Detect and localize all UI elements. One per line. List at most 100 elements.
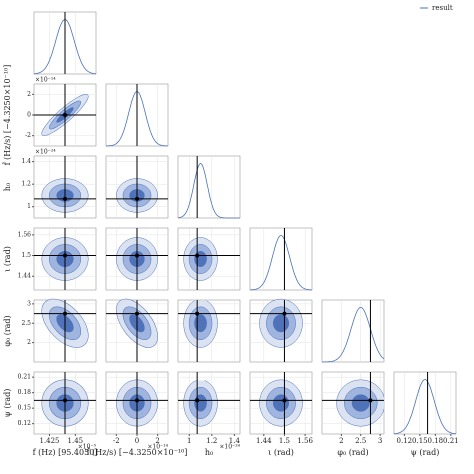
truth-point [195, 311, 200, 316]
panel [177, 299, 241, 363]
panel [33, 298, 97, 363]
x-tick-label: 0.15 [412, 437, 428, 445]
truth-point [135, 398, 139, 403]
truth-point [282, 311, 287, 316]
panel [105, 155, 169, 219]
panel [33, 11, 97, 75]
marginal-histogram [177, 163, 240, 219]
truth-point [135, 196, 139, 201]
truth-point [368, 398, 373, 403]
x-tick-label: 0 [135, 437, 139, 445]
x-tick-label: 2 [155, 437, 159, 445]
x-tick-label: -2 [113, 437, 120, 445]
panel [33, 371, 97, 435]
x-tick-label: 1.4 [229, 437, 241, 445]
y-tick-label: 2.5 [21, 320, 31, 327]
x-tick-label: 0.21 [443, 437, 459, 445]
y-tick-label: 3 [27, 300, 31, 307]
panel-frame [177, 299, 241, 363]
marginal-histogram [393, 378, 457, 435]
marginal-histogram [322, 307, 385, 363]
panel [177, 227, 241, 291]
x-tick-label: 1.44 [256, 437, 272, 445]
density-contour [351, 394, 370, 412]
x-offset: ×10⁻⁵ [78, 444, 97, 451]
y-offset: ×10⁻²⁴ [35, 149, 56, 156]
density-contour [194, 251, 207, 267]
x-tick-label: 1.2 [206, 437, 217, 445]
x-tick-label: 0.12 [397, 437, 413, 445]
truth-point [282, 398, 287, 403]
y-tick-label: 0 [27, 112, 31, 119]
panel [249, 227, 313, 291]
panel [33, 155, 97, 219]
panel [105, 83, 169, 147]
truth-point [63, 311, 67, 316]
x-tick-label: 1.45 [68, 437, 84, 445]
panel [33, 83, 97, 147]
panel-frame [321, 299, 385, 363]
y-tick-label: 0.18 [18, 389, 32, 396]
y-tick-label: 1.5 [21, 252, 31, 259]
truth-point [195, 398, 200, 403]
panel [177, 371, 241, 435]
y-axis-label: h₀ [3, 183, 12, 191]
legend-label: result [432, 4, 453, 12]
y-tick-label: 1.2 [21, 181, 31, 188]
x-axis-label: ḟ (Hz/s) [−4.3250×10⁻¹⁰] [87, 448, 188, 457]
truth-point [135, 311, 139, 316]
x-tick-label: 1.56 [297, 437, 313, 445]
marginal-histogram [250, 234, 312, 291]
y-tick-label: 0.12 [18, 420, 32, 427]
y-tick-label: 0.21 [18, 374, 31, 381]
y-axis-label: ι (rad) [3, 246, 12, 272]
panel-frame [177, 371, 241, 435]
panel [105, 298, 169, 363]
y-tick-label: 1.56 [18, 231, 32, 238]
y-tick-label: 1 [27, 203, 31, 210]
y-axis-label: ψ (rad) [3, 389, 12, 418]
y-tick-label: 0.15 [18, 405, 32, 412]
truth-point [63, 196, 67, 201]
panel [105, 227, 169, 291]
y-tick-label: 1.4 [21, 158, 31, 165]
x-tick-label: 1.5 [279, 437, 290, 445]
y-axis-label: φ₀ (rad) [3, 315, 12, 346]
panel-frame [177, 155, 241, 219]
panel-frame [177, 227, 241, 291]
x-axis-label: ψ (rad) [411, 448, 440, 457]
x-axis-label: ι (rad) [268, 448, 294, 457]
panel [321, 371, 385, 435]
panel [393, 371, 457, 435]
x-tick-label: 2 [339, 437, 343, 445]
x-axis-label: f (Hz) [95.4050] [33, 448, 98, 457]
panel-frame [393, 371, 457, 435]
density-contour [273, 314, 289, 333]
panel [33, 227, 97, 291]
panel [249, 298, 313, 363]
y-tick-label: 1.44 [18, 273, 32, 280]
x-tick-label: 1 [187, 437, 191, 445]
y-axis-label: ḟ (Hz/s) [−4.3250×10⁻¹⁰] [3, 65, 12, 166]
panel [321, 299, 385, 363]
truth-point [63, 253, 67, 258]
y-tick-label: 2 [27, 339, 31, 346]
y-tick-label: -2 [25, 132, 31, 139]
x-tick-label: 2.5 [355, 437, 366, 445]
x-tick-label: 3 [378, 437, 382, 445]
density-contour [194, 314, 207, 333]
truth-point [63, 113, 67, 117]
y-tick-label: 2 [27, 91, 31, 98]
x-tick-label: 1.425 [39, 437, 59, 445]
truth-point [135, 253, 139, 258]
x-offset: ×10⁻¹⁴ [147, 444, 168, 451]
density-contour [194, 394, 207, 412]
density-contour [273, 394, 289, 412]
panel [177, 155, 241, 219]
panel [105, 371, 169, 435]
panel-frame [249, 371, 313, 435]
y-offset: ×10⁻¹⁴ [35, 77, 56, 84]
panel [249, 371, 313, 435]
x-axis-label: φ₀ (rad) [337, 448, 368, 457]
